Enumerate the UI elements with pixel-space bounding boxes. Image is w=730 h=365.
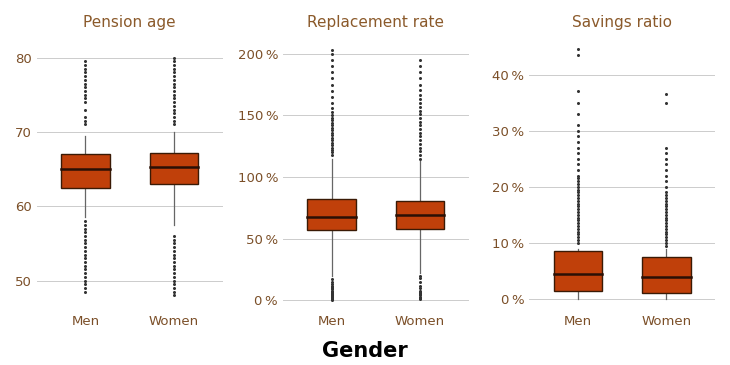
FancyBboxPatch shape [396,200,445,229]
Title: Pension age: Pension age [83,15,176,30]
FancyBboxPatch shape [642,257,691,293]
FancyBboxPatch shape [61,154,110,188]
FancyBboxPatch shape [553,251,602,291]
Title: Replacement rate: Replacement rate [307,15,445,30]
FancyBboxPatch shape [150,153,198,184]
Text: Gender: Gender [322,341,408,361]
Title: Savings ratio: Savings ratio [572,15,672,30]
FancyBboxPatch shape [307,199,356,230]
